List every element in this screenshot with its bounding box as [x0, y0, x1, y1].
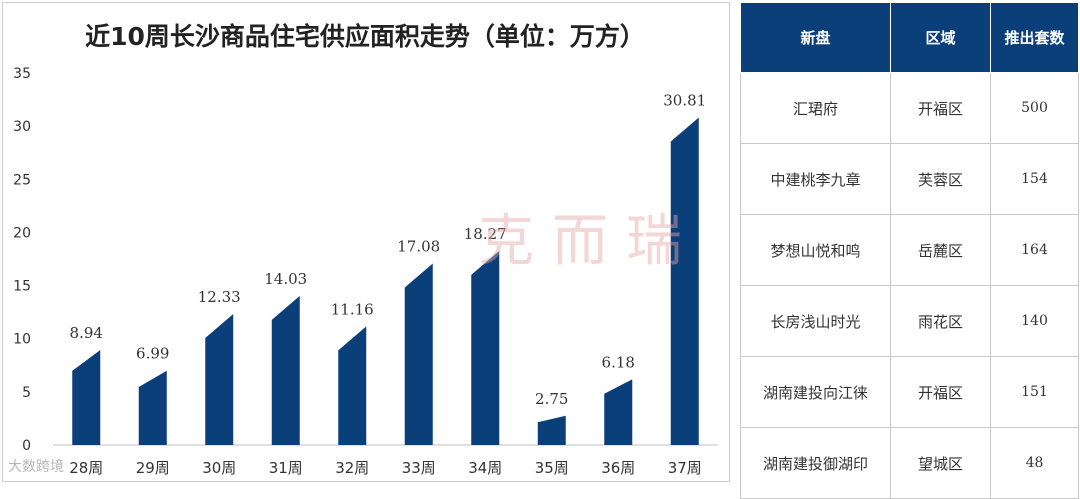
value-label: 18.27 — [464, 225, 507, 243]
table-row: 湖南建投御湖印 望城区 48 — [740, 427, 1079, 499]
value-label: 8.94 — [70, 324, 103, 342]
table-header-row: 新盘 区域 推出套数 — [740, 2, 1079, 73]
x-tick-label: 29周 — [136, 459, 170, 477]
y-tick-label: 10 — [13, 332, 31, 348]
value-label: 14.03 — [264, 270, 307, 288]
bar-31周 — [271, 295, 300, 445]
bar-28周 — [72, 349, 101, 445]
project-name: 中建桃李九章 — [740, 143, 891, 215]
x-tick-label: 36周 — [601, 459, 635, 477]
district: 雨花区 — [890, 285, 991, 357]
value-label: 6.99 — [136, 345, 169, 363]
bar-37周 — [670, 117, 699, 445]
table-row: 长房浅山时光 雨花区 140 — [740, 285, 1079, 357]
header-district: 区域 — [890, 2, 991, 73]
units: 140 — [990, 285, 1079, 357]
y-tick-label: 15 — [13, 279, 31, 295]
district: 开福区 — [890, 72, 991, 144]
chart-panel: 近10周长沙商品住宅供应面积走势（单位：万方） 0 5 10 15 20 25 30 35 8… — [2, 2, 730, 482]
value-label: 17.08 — [397, 237, 440, 255]
project-name: 湖南建投向江徕 — [740, 356, 891, 428]
y-tick-label: 25 — [13, 172, 31, 188]
header-project: 新盘 — [740, 2, 891, 73]
bar-32周 — [338, 326, 367, 445]
x-axis-labels: 28周 29周 30周 31周 32周 33周 34周 35周 36周 37周 — [69, 459, 702, 477]
x-tick-label: 33周 — [402, 459, 436, 477]
units: 154 — [990, 143, 1079, 215]
district: 芙蓉区 — [890, 143, 991, 215]
y-tick-label: 20 — [13, 225, 31, 241]
project-name: 汇珺府 — [740, 72, 891, 144]
y-tick-label: 30 — [13, 119, 31, 135]
district: 望城区 — [890, 427, 991, 499]
bar-35周 — [537, 415, 566, 445]
x-tick-label: 28周 — [69, 459, 103, 477]
x-tick-label: 31周 — [269, 459, 303, 477]
y-tick-label: 0 — [22, 438, 31, 454]
table-row: 汇珺府 开福区 500 — [740, 72, 1079, 144]
district: 开福区 — [890, 356, 991, 428]
units: 48 — [990, 427, 1079, 499]
x-tick-label: 34周 — [468, 459, 502, 477]
x-tick-label: 30周 — [202, 459, 236, 477]
units: 164 — [990, 214, 1079, 286]
table-row: 湖南建投向江徕 开福区 151 — [740, 356, 1079, 428]
value-labels-group: 8.94 6.99 12.33 14.03 11.16 17.08 18.27 2.75 6.1… — [70, 92, 707, 408]
x-tick-label: 32周 — [335, 459, 369, 477]
value-label: 30.81 — [663, 92, 706, 110]
value-label: 6.18 — [602, 353, 635, 371]
table-row: 梦想山悦和鸣 岳麓区 164 — [740, 214, 1079, 286]
units: 151 — [990, 356, 1079, 428]
project-name: 梦想山悦和鸣 — [740, 214, 891, 286]
bar-34周 — [471, 250, 500, 445]
project-name: 湖南建投御湖印 — [740, 427, 891, 499]
x-tick-label: 37周 — [668, 459, 702, 477]
project-table: 新盘 区域 推出套数 汇珺府 开福区 500 中建桃李九章 芙蓉区 154 梦想… — [740, 2, 1079, 499]
y-axis-ticks: 0 5 10 15 20 25 30 35 — [13, 66, 31, 454]
y-tick-label: 5 — [22, 385, 31, 401]
units: 500 — [990, 72, 1079, 144]
y-tick-label: 35 — [13, 66, 31, 82]
bar-29周 — [138, 370, 167, 445]
project-table-panel: 新盘 区域 推出套数 汇珺府 开福区 500 中建桃李九章 芙蓉区 154 梦想… — [740, 2, 1079, 499]
bar-chart: 近10周长沙商品住宅供应面积走势（单位：万方） 0 5 10 15 20 25 30 35 8… — [13, 22, 718, 477]
value-label: 11.16 — [331, 300, 374, 318]
value-label: 12.33 — [198, 288, 241, 306]
x-tick-label: 35周 — [535, 459, 569, 477]
header-units: 推出套数 — [990, 2, 1079, 73]
project-name: 长房浅山时光 — [740, 285, 891, 357]
chart-title: 近10周长沙商品住宅供应面积走势（单位：万方） — [85, 22, 645, 51]
source-watermark: 大数跨境 — [8, 459, 64, 475]
table-row: 中建桃李九章 芙蓉区 154 — [740, 143, 1079, 215]
bars-group — [72, 117, 699, 445]
bar-36周 — [604, 379, 633, 445]
value-label: 2.75 — [535, 390, 568, 408]
bar-33周 — [404, 263, 433, 445]
district: 岳麓区 — [890, 214, 991, 286]
bar-30周 — [205, 313, 234, 445]
